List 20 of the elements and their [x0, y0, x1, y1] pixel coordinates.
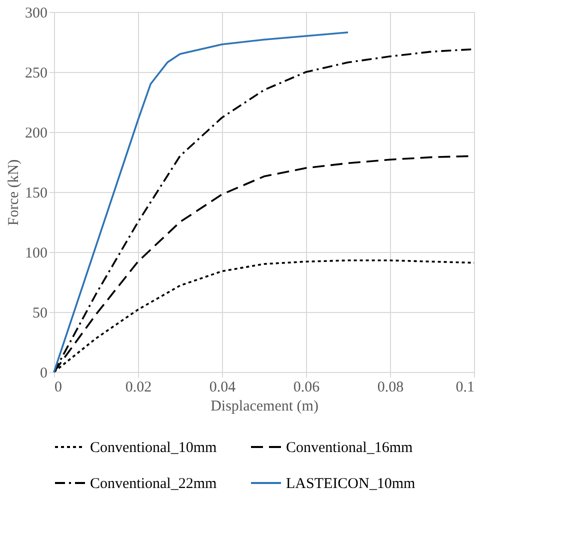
legend-label: LASTEICON_10mm [286, 476, 416, 492]
y-tick-label: 300 [25, 6, 48, 22]
y-tick-label: 200 [25, 126, 48, 142]
y-axis-title: Force (kN) [6, 159, 22, 226]
x-tick-label: 0.1 [456, 380, 474, 396]
x-tick-label: 0.02 [125, 380, 152, 396]
x-tick-label: 0.08 [377, 380, 404, 396]
y-tick-label: 250 [25, 66, 48, 82]
legend-label: Conventional_22mm [90, 476, 217, 492]
y-tick-label: 0 [40, 366, 48, 382]
x-tick-label: 0.06 [293, 380, 320, 396]
x-tick-label: 0.04 [209, 380, 236, 396]
legend-label: Conventional_10mm [90, 440, 217, 456]
y-tick-label: 50 [32, 306, 48, 322]
y-tick-label: 100 [25, 246, 48, 262]
legend-label: Conventional_16mm [286, 440, 413, 456]
line-series [53, 32, 349, 373]
x-axis-title: Displacement (m) [210, 398, 318, 414]
y-tick-label: 150 [25, 186, 48, 202]
x-tick-label: 0 [54, 380, 62, 396]
